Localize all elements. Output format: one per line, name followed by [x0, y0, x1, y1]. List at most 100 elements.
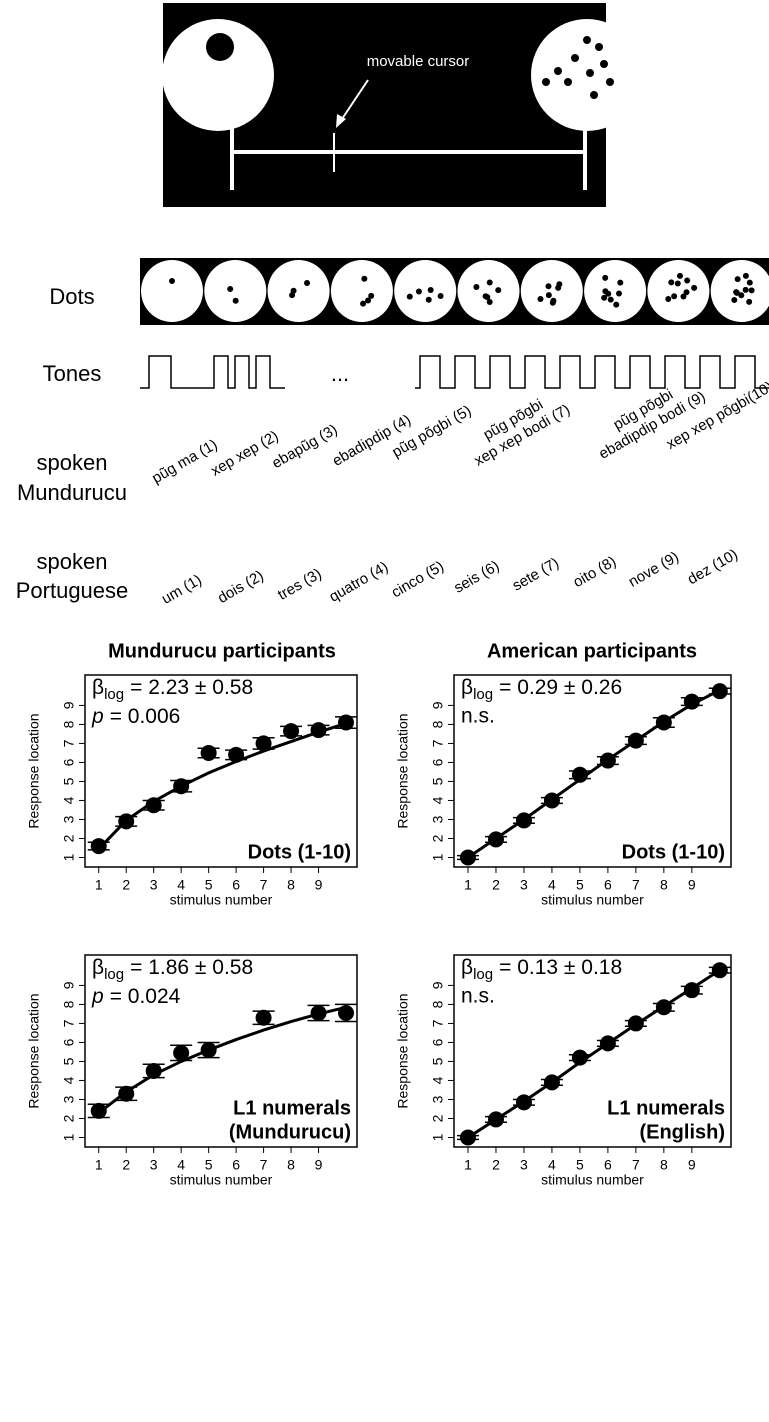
- dot-stimulus: [394, 260, 457, 322]
- significance: n.s.: [461, 985, 495, 1008]
- x-tick-label: 8: [660, 1157, 668, 1173]
- dot: [605, 290, 612, 297]
- stat-symbol: β: [92, 676, 104, 699]
- stat-symbol: β: [461, 676, 473, 699]
- dot-stimulus: [647, 260, 710, 322]
- dot: [169, 278, 175, 284]
- plot-frame: [84, 954, 358, 1148]
- dot: [360, 300, 367, 307]
- dot: [684, 277, 691, 284]
- dot-stimulus: [141, 260, 203, 322]
- x-tick-label: 5: [576, 1157, 584, 1173]
- x-tick-label: 9: [315, 877, 323, 893]
- y-tick-label: 5: [61, 1057, 77, 1065]
- dot: [486, 279, 493, 286]
- dot: [495, 287, 502, 294]
- dot: [738, 292, 745, 299]
- x-tick-label: 2: [122, 877, 130, 893]
- dot: [674, 280, 681, 287]
- y-tick-label: 5: [430, 777, 446, 785]
- dot: [227, 285, 234, 292]
- dot: [615, 290, 622, 297]
- word-line: pũg ma (1): [149, 436, 220, 487]
- y-tick-label: 3: [61, 815, 77, 823]
- row-label: Mundurucu: [17, 480, 127, 505]
- y-axis-label: Response location: [395, 993, 411, 1108]
- y-tick-label: 4: [430, 796, 446, 804]
- dot-stimulus: [584, 260, 647, 322]
- x-tick-label: 3: [150, 1157, 158, 1173]
- dot: [742, 286, 749, 293]
- point: [338, 1004, 355, 1021]
- x-tick-label: 5: [205, 877, 213, 893]
- x-tick-label: 8: [660, 877, 668, 893]
- x-tick-label: 3: [520, 877, 528, 893]
- dot: [482, 293, 489, 300]
- x-tick-label: 9: [315, 1157, 323, 1173]
- point: [200, 744, 217, 761]
- x-tick-label: 6: [604, 877, 612, 893]
- x-tick-label: 3: [150, 877, 158, 893]
- p-text: = 0.006: [110, 705, 181, 728]
- point: [515, 1094, 532, 1111]
- stat-symbol: β: [92, 956, 104, 979]
- dot: [289, 292, 296, 299]
- dot: [742, 272, 749, 279]
- x-tick-label: 7: [260, 877, 268, 893]
- dot: [680, 293, 687, 300]
- row-label: Portuguese: [16, 578, 129, 603]
- y-tick-label: 6: [430, 1038, 446, 1046]
- plot-frame: [453, 954, 732, 1148]
- x-tick-label: 4: [548, 1157, 556, 1173]
- y-tick-label: 3: [430, 815, 446, 823]
- dot: [406, 293, 413, 300]
- point: [711, 683, 728, 700]
- portuguese-word: cinco (5): [389, 558, 447, 601]
- portuguese-word: quatro (4): [326, 558, 391, 605]
- x-tick-label: 5: [205, 1157, 213, 1173]
- row-label: spoken: [37, 450, 108, 475]
- y-axis-label: Response location: [395, 713, 411, 828]
- portuguese-word: tres (3): [275, 565, 325, 603]
- point: [599, 1035, 616, 1052]
- statistic: βlog = 2.23 ± 0.58: [92, 676, 253, 703]
- point: [255, 735, 272, 752]
- column-title: American participants: [487, 640, 697, 662]
- ellipsis: ...: [331, 361, 349, 386]
- x-tick-label: 6: [604, 1157, 612, 1173]
- dot: [550, 297, 557, 304]
- x-tick-label: 4: [177, 1157, 185, 1173]
- point: [543, 1074, 560, 1091]
- significance: n.s.: [461, 705, 495, 728]
- dot-stimulus: [520, 260, 583, 322]
- point: [487, 831, 504, 848]
- point: [683, 982, 700, 999]
- dot: [734, 276, 741, 283]
- x-tick-label: 2: [122, 1157, 130, 1173]
- point: [173, 778, 190, 795]
- dot: [691, 284, 698, 291]
- point: [459, 849, 476, 866]
- y-tick-label: 7: [430, 739, 446, 747]
- p-symbol: p: [91, 985, 104, 1008]
- y-tick-label: 4: [430, 1076, 446, 1084]
- left-dot: [206, 33, 234, 61]
- point: [515, 812, 532, 829]
- dot-stimulus: [267, 260, 330, 322]
- x-tick-label: 1: [464, 877, 472, 893]
- point: [255, 1009, 272, 1026]
- x-tick-label: 6: [232, 877, 240, 893]
- point: [90, 838, 107, 855]
- dot: [473, 284, 480, 291]
- stat-text: = 1.86 ± 0.58: [130, 956, 253, 979]
- y-tick-label: 9: [430, 981, 446, 989]
- stat-subscript: log: [473, 966, 493, 983]
- tone-pulses: [140, 355, 285, 389]
- point: [200, 1042, 217, 1059]
- x-tick-label: 3: [520, 1157, 528, 1173]
- statistic: βlog = 0.29 ± 0.26: [461, 676, 622, 703]
- mundurucu-word: pũg põgbixep xep bodi (7): [462, 385, 573, 469]
- panel-label: (Mundurucu): [229, 1121, 351, 1143]
- dot-stimulus: [330, 260, 393, 322]
- y-tick-label: 3: [61, 1095, 77, 1103]
